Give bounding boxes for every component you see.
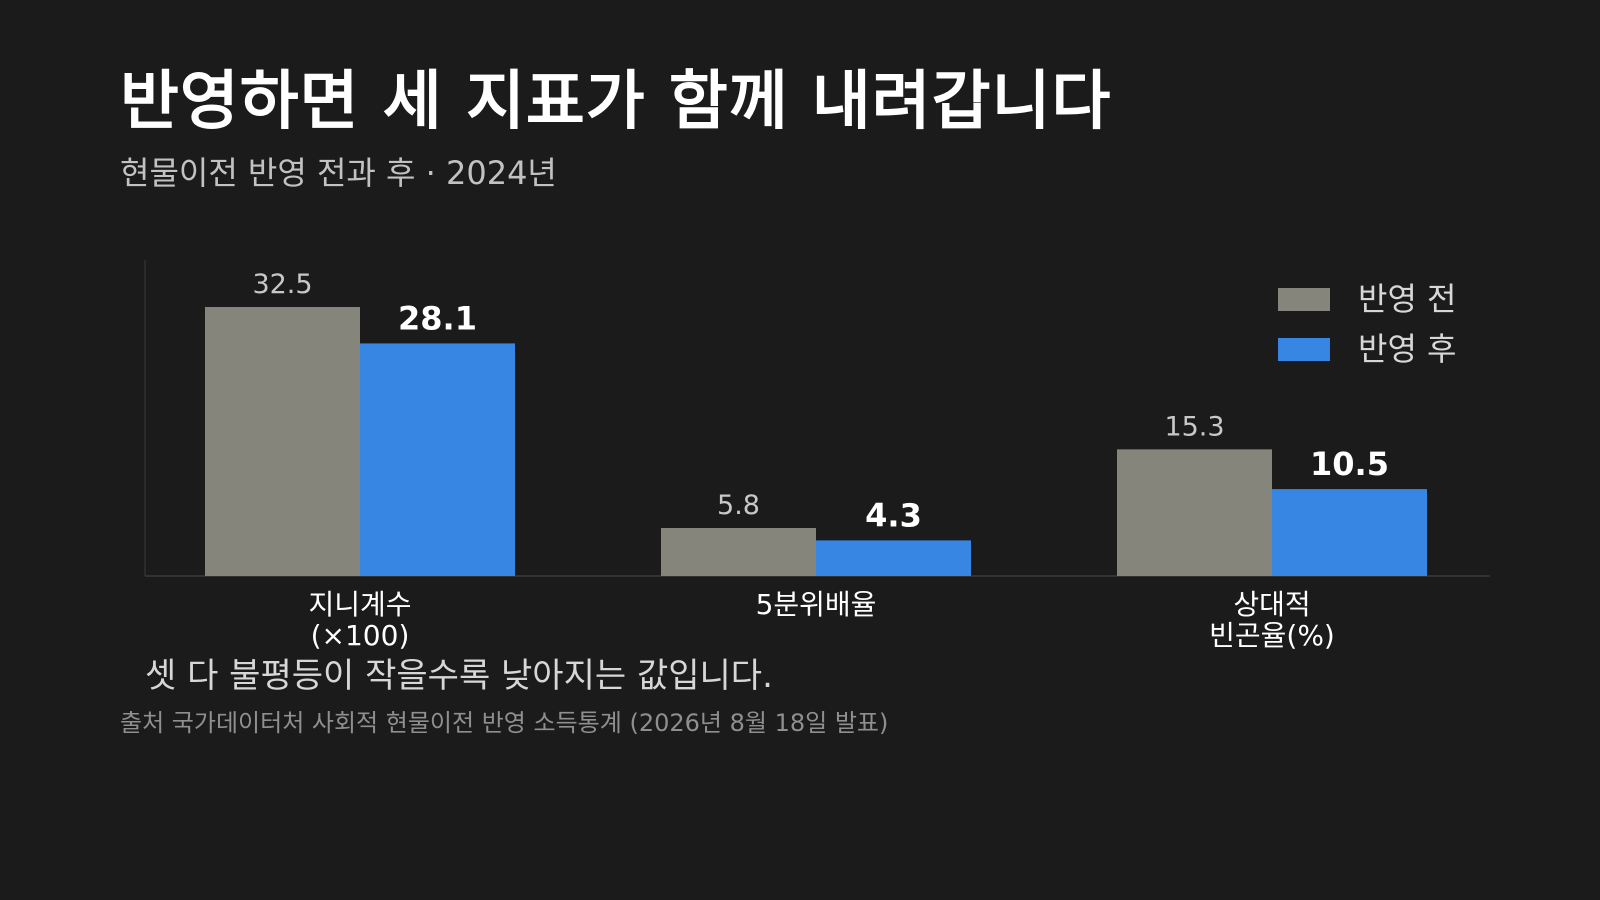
legend-label-before: 반영 전 [1358,280,1457,318]
data-label-before-1: 32.5 [252,269,312,300]
data-label-before-3: 15.3 [1164,411,1224,442]
bar-after-3 [1272,489,1427,576]
category-label-line: 상대적 [1233,588,1310,621]
category-label-line: 5분위배율 [756,588,877,621]
category-label-line: 지니계수 [308,588,411,621]
bar-after-2 [816,540,971,576]
category-label-3: 상대적 빈곤율(%) [1209,588,1335,652]
category-label-line: 빈곤율(%) [1209,619,1335,652]
data-label-after-3: 10.5 [1310,445,1389,483]
chart-note: 셋 다 불평등이 작을수록 낮아지는 값입니다. [145,656,773,696]
category-label-2: 5분위배율 [756,588,877,621]
data-label-after-2: 4.3 [865,496,922,534]
legend-label-after: 반영 후 [1358,330,1457,368]
data-label-after-1: 28.1 [398,299,477,337]
bar-after-1 [360,343,515,576]
category-label-1: 지니계수 (×100) [308,588,411,652]
bar-before-2 [661,527,816,576]
bar-before-1 [205,307,360,576]
chart-subtitle: 현물이전 반영 전과 후 · 2024년 [120,154,557,192]
category-label-line: (×100) [311,619,410,652]
legend-swatch-before [1278,288,1330,311]
data-label-before-2: 5.8 [717,490,760,521]
legend-swatch-after [1278,338,1330,361]
bar-before-3 [1117,449,1272,576]
source-note: 출처 국가데이터처 사회적 현물이전 반영 소득통계 (2026년 8월 18일… [120,709,889,737]
chart-title: 반영하면 세 지표가 함께 내려갑니다 [120,65,1112,139]
